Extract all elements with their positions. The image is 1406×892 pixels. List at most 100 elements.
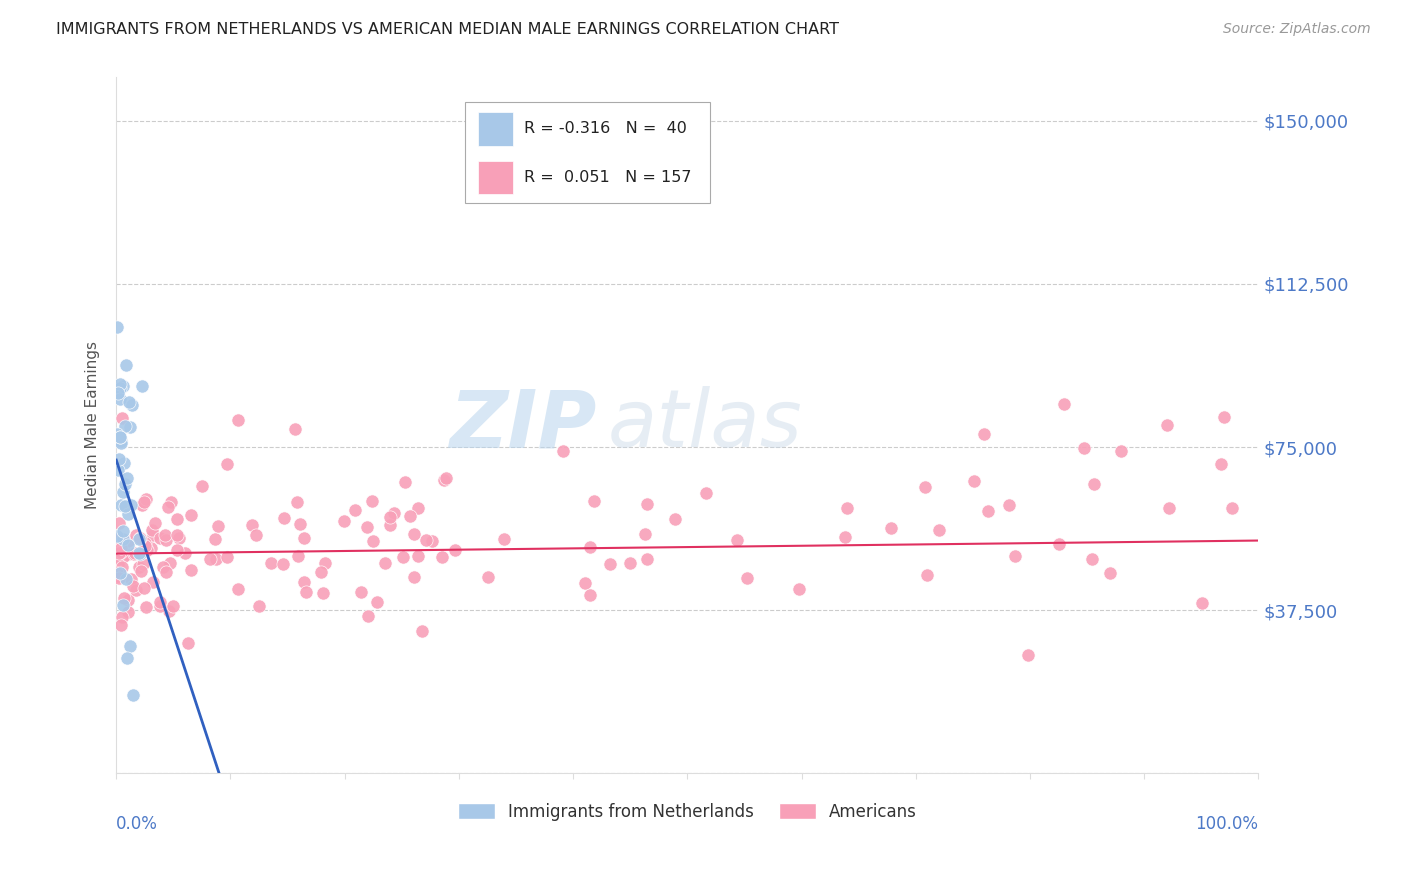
Point xyxy=(285,494,308,508)
Point xyxy=(344,503,367,517)
Point xyxy=(1017,648,1039,663)
Point xyxy=(420,533,443,548)
Point xyxy=(1157,500,1180,515)
Point xyxy=(374,556,396,570)
Point xyxy=(117,471,139,485)
Text: ZIP: ZIP xyxy=(449,386,596,465)
Point xyxy=(205,552,228,566)
Point xyxy=(134,535,156,549)
Point xyxy=(115,572,138,586)
Point xyxy=(142,575,165,590)
Point xyxy=(284,422,307,436)
Point xyxy=(1191,596,1213,610)
Point xyxy=(112,598,135,612)
Point xyxy=(110,618,132,632)
Point xyxy=(110,392,132,406)
Point xyxy=(162,599,184,613)
Point xyxy=(110,436,132,450)
Point xyxy=(360,494,382,508)
Point xyxy=(834,531,856,545)
Point xyxy=(1053,396,1076,410)
Text: atlas: atlas xyxy=(607,386,803,465)
Point xyxy=(1081,551,1104,566)
Point xyxy=(391,549,413,564)
Point xyxy=(579,588,602,602)
Point xyxy=(157,604,180,618)
Point xyxy=(1213,409,1236,424)
Point xyxy=(112,532,135,546)
Point xyxy=(1211,457,1233,471)
Point xyxy=(166,528,188,542)
Point xyxy=(110,434,132,449)
Point xyxy=(122,547,145,561)
Point xyxy=(294,585,316,599)
Point xyxy=(735,571,758,585)
Point xyxy=(110,498,132,512)
Text: 100.0%: 100.0% xyxy=(1195,815,1258,833)
Point xyxy=(107,529,129,543)
Point xyxy=(135,492,157,507)
Point xyxy=(963,474,986,488)
Point xyxy=(149,532,172,546)
Point xyxy=(107,516,129,531)
Point xyxy=(1220,501,1243,516)
Point xyxy=(1047,537,1070,551)
Point xyxy=(166,512,188,526)
Point xyxy=(134,539,156,553)
Point xyxy=(579,540,602,554)
Point xyxy=(118,394,141,409)
Point xyxy=(128,560,150,574)
Point xyxy=(599,558,621,572)
Point xyxy=(120,573,142,587)
Point xyxy=(112,591,135,605)
Point xyxy=(107,462,129,476)
Point xyxy=(271,558,294,572)
Point xyxy=(115,359,138,373)
Point xyxy=(177,636,200,650)
Text: R =  0.051   N = 157: R = 0.051 N = 157 xyxy=(524,170,692,186)
Point xyxy=(406,549,429,563)
Point xyxy=(110,541,132,556)
Point xyxy=(787,582,810,596)
Point xyxy=(131,564,153,578)
Point xyxy=(292,531,315,545)
Point xyxy=(128,532,150,546)
Point xyxy=(273,511,295,525)
Point xyxy=(378,510,401,524)
Point xyxy=(444,543,467,558)
Point xyxy=(287,549,309,563)
Point xyxy=(125,582,148,597)
Point xyxy=(380,517,402,532)
Point xyxy=(107,546,129,560)
Point xyxy=(115,651,138,665)
Point xyxy=(880,520,903,534)
Point xyxy=(180,563,202,577)
Point xyxy=(198,552,221,566)
Point xyxy=(215,458,238,472)
Point xyxy=(159,556,181,570)
Point xyxy=(997,498,1019,512)
Point xyxy=(228,582,250,597)
Point xyxy=(117,593,139,607)
Text: 0.0%: 0.0% xyxy=(117,815,157,833)
Point xyxy=(107,386,129,401)
Point xyxy=(356,519,378,533)
Point xyxy=(108,430,131,444)
Point xyxy=(111,410,134,425)
Point xyxy=(107,426,129,441)
Point xyxy=(108,430,131,444)
Point xyxy=(107,559,129,574)
Point xyxy=(492,533,515,547)
Point xyxy=(128,547,150,561)
Point xyxy=(117,538,139,552)
Point xyxy=(1098,566,1121,580)
Point xyxy=(173,546,195,560)
Point xyxy=(149,595,172,609)
Point xyxy=(290,517,312,532)
Point xyxy=(415,533,437,547)
Point xyxy=(1073,442,1095,456)
Point xyxy=(207,519,229,533)
Point xyxy=(114,499,136,513)
Point xyxy=(114,419,136,434)
Point xyxy=(107,571,129,585)
